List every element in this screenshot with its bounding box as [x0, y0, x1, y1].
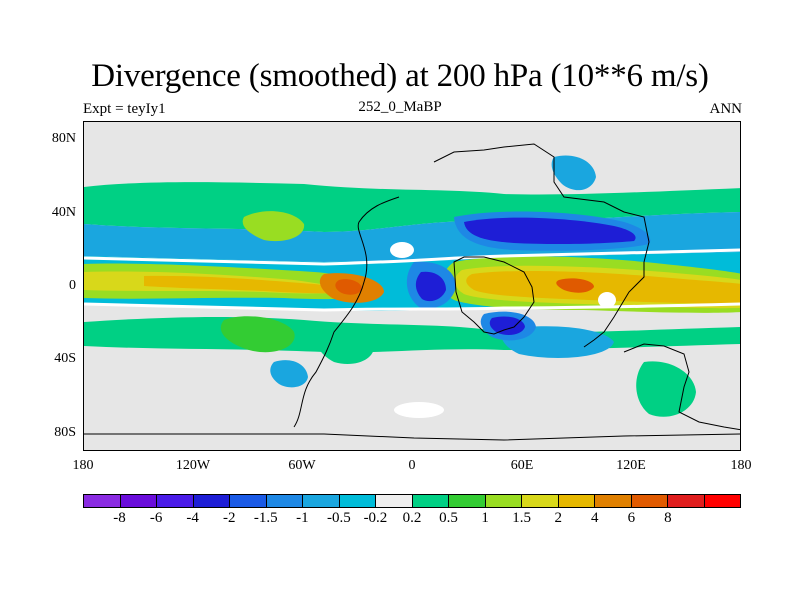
lat-tick-40s: 40S — [54, 351, 76, 366]
contour-region — [394, 402, 444, 418]
contour-region — [270, 360, 308, 388]
contour-region — [636, 361, 696, 417]
colorbar-label: 2 — [554, 510, 562, 526]
case-label: 252_0_MaBP — [358, 99, 442, 115]
contour-region — [335, 279, 362, 295]
coastline — [293, 196, 400, 428]
lat-tick-40n: 40N — [51, 205, 76, 220]
colorbar-label: 0.2 — [402, 510, 422, 526]
lon-tick-60w: 60W — [288, 458, 316, 473]
colorbar-swatch — [266, 495, 303, 507]
coastline — [433, 143, 650, 348]
colorbar-label: -4 — [186, 510, 199, 526]
contour-region — [220, 316, 295, 353]
colorbar-swatch — [339, 495, 376, 507]
colorbar-swatch — [704, 495, 740, 507]
lat-tick-80n: 80N — [51, 131, 76, 146]
contour-region — [316, 328, 375, 364]
colorbar — [83, 494, 741, 508]
contour-region — [84, 302, 740, 312]
lon-tick-0: 0 — [408, 458, 416, 473]
colorbar-label: 1 — [481, 510, 489, 526]
colorbar-label: -2 — [222, 510, 236, 526]
contour-region — [466, 270, 740, 304]
colorbar-label: 0.5 — [439, 510, 458, 526]
colorbar-label: 4 — [591, 510, 599, 526]
lat-tick-0: 0 — [69, 278, 76, 293]
lat-tick-80s: 80S — [54, 425, 76, 440]
colorbar-label: -1 — [296, 510, 309, 526]
colorbar-label: -1.5 — [253, 510, 278, 526]
experiment-label: Expt = teyIy1 — [83, 101, 166, 117]
contour-region — [598, 292, 616, 308]
contour-region — [415, 271, 446, 302]
colorbar-swatch — [157, 495, 194, 507]
contour-region — [390, 242, 414, 258]
colorbar-swatch — [668, 495, 705, 507]
colorbar-swatch — [376, 495, 413, 507]
colorbar-swatch — [558, 495, 595, 507]
colorbar-swatch — [412, 495, 449, 507]
coastline — [84, 433, 740, 441]
lon-tick-60e: 60E — [510, 458, 534, 473]
lon-tick-120e: 120E — [616, 458, 646, 473]
colorbar-swatch — [595, 495, 632, 507]
contour-region — [84, 248, 740, 266]
lon-tick-120w: 120W — [175, 458, 211, 473]
contour-region — [551, 155, 596, 191]
map-title: Divergence (smoothed) at 200 hPa (10**6 … — [91, 58, 709, 94]
colorbar-swatch — [120, 495, 157, 507]
season-label: ANN — [709, 101, 743, 117]
contour-region — [556, 278, 594, 293]
colorbar-label: -8 — [113, 510, 126, 526]
colorbar-label: 6 — [627, 510, 636, 526]
lon-tick-180e: 180 — [730, 458, 752, 473]
colorbar-label: 8 — [664, 510, 672, 526]
contour-region — [464, 217, 636, 245]
contour-region — [144, 275, 354, 294]
colorbar-label: 1.5 — [512, 510, 532, 526]
colorbar-swatch — [449, 495, 486, 507]
coastline — [453, 256, 535, 335]
coastline — [623, 343, 740, 431]
colorbar-swatch — [193, 495, 230, 507]
colorbar-label: -0.2 — [363, 510, 388, 526]
colorbar-swatch — [230, 495, 267, 507]
colorbar-swatch — [485, 495, 522, 507]
contour-field — [84, 143, 740, 441]
contour-region — [489, 316, 525, 335]
contour-region — [242, 211, 305, 242]
colorbar-swatch — [84, 495, 121, 507]
divergence-map — [83, 121, 741, 451]
contour-region — [84, 316, 740, 353]
colorbar-label: -0.5 — [327, 510, 351, 526]
colorbar-swatch — [631, 495, 668, 507]
lon-tick-180w: 180 — [72, 458, 94, 473]
colorbar-label: -6 — [149, 510, 163, 526]
colorbar-swatch — [522, 495, 559, 507]
colorbar-swatch — [303, 495, 340, 507]
